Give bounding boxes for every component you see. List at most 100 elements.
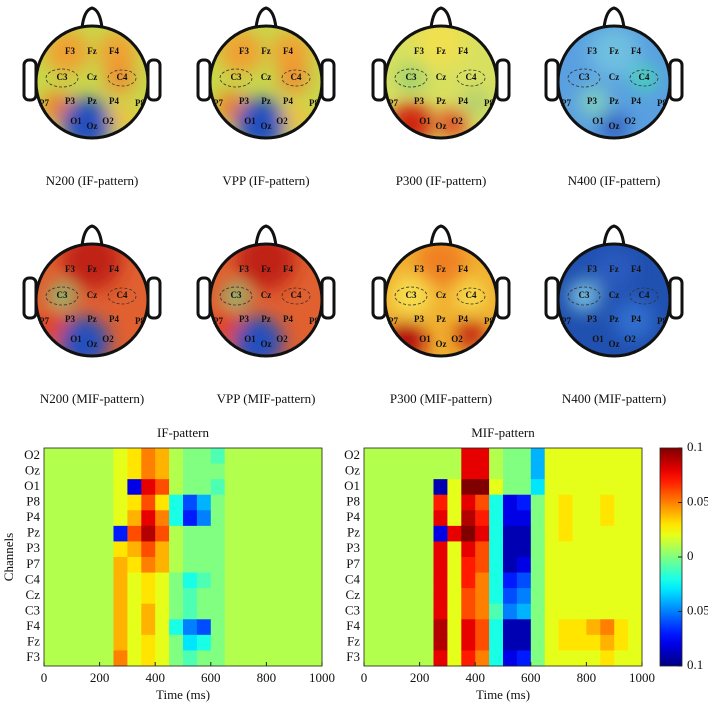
electrode-label: Fz bbox=[87, 264, 97, 274]
heat-cell bbox=[475, 603, 490, 620]
heat-cell bbox=[405, 463, 421, 480]
scalp-blob bbox=[579, 87, 609, 117]
nose bbox=[254, 6, 278, 29]
heat-cell bbox=[405, 634, 421, 651]
heat-cell bbox=[600, 479, 615, 496]
heat-cell bbox=[57, 634, 73, 651]
heat-cell bbox=[628, 650, 643, 667]
heat-cell bbox=[475, 634, 490, 651]
heat-cell bbox=[461, 588, 476, 605]
heat-cell bbox=[252, 479, 267, 496]
heat-cell bbox=[71, 588, 87, 605]
heat-cell bbox=[155, 572, 170, 589]
heat-cell bbox=[252, 650, 267, 667]
heat-cell bbox=[266, 588, 281, 605]
heat-cell bbox=[614, 541, 629, 558]
heat-cell bbox=[586, 479, 601, 496]
heat-cell bbox=[99, 634, 114, 651]
map-caption: P300 (IF-pattern) bbox=[396, 173, 487, 188]
heat-cell bbox=[405, 510, 421, 527]
heat-cell bbox=[614, 510, 629, 527]
heat-cell bbox=[489, 510, 504, 527]
heat-cell bbox=[224, 510, 240, 527]
heat-cell bbox=[44, 603, 59, 620]
heat-cell bbox=[113, 650, 128, 667]
electrode-label: Oz bbox=[87, 121, 98, 131]
scalp-map bbox=[210, 26, 322, 138]
heat-cell bbox=[183, 650, 198, 667]
heat-cell bbox=[600, 510, 615, 527]
heat-cell bbox=[503, 557, 518, 574]
electrode-label: F3 bbox=[587, 46, 597, 56]
heat-cell bbox=[503, 525, 518, 542]
colorbar-tick-label: 0.05 bbox=[687, 493, 708, 508]
head bbox=[556, 24, 672, 140]
contour bbox=[45, 286, 79, 306]
plot-frame bbox=[43, 447, 323, 667]
heat-cell bbox=[280, 448, 295, 465]
heat-cell bbox=[266, 463, 281, 480]
x-tick-label: 0 bbox=[361, 670, 368, 685]
y-tick-label: O2 bbox=[344, 447, 360, 462]
heat-cell bbox=[572, 510, 587, 527]
nose bbox=[429, 224, 453, 247]
heat-cell bbox=[377, 634, 393, 651]
y-tick-label: Fz bbox=[27, 634, 40, 649]
ear bbox=[320, 276, 336, 320]
heat-cell bbox=[210, 525, 226, 542]
heat-cell bbox=[113, 463, 128, 480]
scalp-blob bbox=[599, 112, 629, 138]
heat-cell bbox=[169, 463, 184, 480]
heat-cell bbox=[99, 650, 114, 667]
heat-cell bbox=[419, 603, 434, 620]
electrode-label: O1 bbox=[419, 334, 431, 344]
scalp-map bbox=[558, 244, 670, 356]
heat-cell bbox=[461, 541, 476, 558]
heat-cell bbox=[44, 619, 59, 636]
electrode-label: P8 bbox=[309, 316, 319, 326]
heat-cell bbox=[516, 494, 532, 511]
heat-cell bbox=[57, 463, 73, 480]
heat-cell bbox=[447, 588, 462, 605]
heat-cell bbox=[586, 650, 601, 667]
heat-cell bbox=[516, 557, 532, 574]
electrode-label: F3 bbox=[239, 264, 249, 274]
electrode-label: O2 bbox=[451, 334, 463, 344]
heat-cell bbox=[238, 448, 253, 465]
heat-cell bbox=[280, 525, 295, 542]
heat-cell bbox=[419, 572, 434, 589]
heat-cell bbox=[391, 479, 407, 496]
topomap: F3 Fz F4 C3 Cz C4 P7 P3 Pz P4 P8 O1 Oz O2 bbox=[371, 224, 511, 358]
heat-cell bbox=[141, 510, 156, 527]
heat-cell bbox=[628, 448, 643, 465]
heat-cell bbox=[99, 588, 114, 605]
colorbar-tick-label: 0.05 bbox=[687, 602, 708, 617]
electrode-label: Cz bbox=[436, 290, 447, 300]
electrode-label: O2 bbox=[102, 116, 114, 126]
heat-cell bbox=[405, 572, 421, 589]
heat-cell bbox=[377, 525, 393, 542]
heat-cell bbox=[280, 479, 295, 496]
heat-cell bbox=[113, 479, 128, 496]
electrode-label: O1 bbox=[70, 334, 82, 344]
heat-cell bbox=[600, 603, 615, 620]
heat-cell bbox=[503, 494, 518, 511]
heat-cell bbox=[433, 448, 448, 465]
scalp-blob bbox=[462, 88, 490, 116]
heat-cell bbox=[364, 510, 379, 527]
heat-cell bbox=[475, 479, 490, 496]
scalp-blob bbox=[397, 64, 425, 92]
electrode-label: F4 bbox=[631, 264, 641, 274]
heat-cell bbox=[280, 557, 295, 574]
heat-cell bbox=[85, 572, 101, 589]
heat-cell bbox=[169, 588, 184, 605]
x-tick-label: 800 bbox=[577, 670, 597, 685]
heat-cell bbox=[99, 448, 114, 465]
heat-cell bbox=[294, 572, 309, 589]
heat-cell bbox=[99, 541, 114, 558]
scalp-blob bbox=[271, 32, 311, 72]
heat-cell bbox=[572, 650, 587, 667]
electrode-label: C4 bbox=[639, 72, 650, 82]
heat-cell bbox=[419, 634, 434, 651]
heat-cell bbox=[196, 557, 212, 574]
